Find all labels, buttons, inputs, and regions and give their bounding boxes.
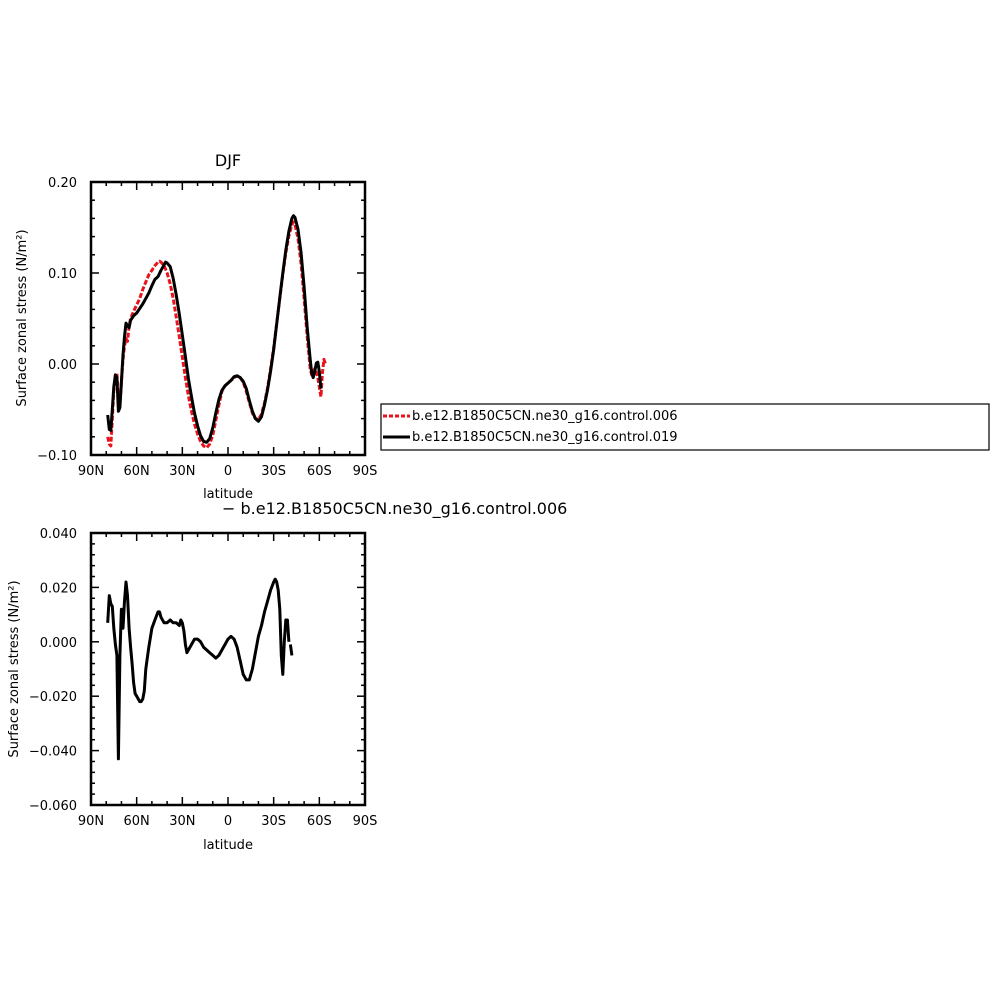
bottom-ytick-label: −0.060 bbox=[29, 799, 77, 814]
bottom-title: − b.e12.B1850C5CN.ne30_g16.control.006 bbox=[222, 499, 567, 519]
bottom-series-0-line bbox=[106, 577, 291, 761]
top-ytick-label: 0.00 bbox=[48, 358, 77, 373]
top-plot-area: 90N 60N 30N 0 30S 60S 90S −0.10 0.00 0.10 0.20 bbox=[37, 176, 377, 479]
top-ytick-label: 0.20 bbox=[48, 176, 77, 191]
legend-label-006: b.e12.B1850C5CN.ne30_g16.control.006 bbox=[412, 409, 678, 424]
bottom-panel: − b.e12.B1850C5CN.ne30_g16.control.006 9… bbox=[7, 499, 567, 853]
bottom-ytick-label: 0.020 bbox=[40, 581, 77, 596]
top-xtick-label: 90S bbox=[353, 464, 378, 479]
bottom-xtick-label: 90N bbox=[78, 814, 104, 829]
top-ytick-label: 0.10 bbox=[48, 267, 77, 282]
legend-box bbox=[380, 403, 990, 451]
bottom-xtick-label: 60N bbox=[124, 814, 150, 829]
top-series-1-line bbox=[106, 214, 323, 444]
top-title: DJF bbox=[215, 151, 241, 170]
top-xtick-label: 90N bbox=[78, 464, 104, 479]
bottom-xtick-label: 60S bbox=[307, 814, 332, 829]
bottom-xtick-label: 90S bbox=[353, 814, 378, 829]
top-ytick-label: −0.10 bbox=[37, 449, 77, 464]
legend-label-019: b.e12.B1850C5CN.ne30_g16.control.019 bbox=[412, 430, 678, 445]
bottom-ytick-label: 0.000 bbox=[40, 636, 77, 651]
top-xtick-label: 0 bbox=[224, 464, 232, 479]
bottom-xlabel: latitude bbox=[203, 838, 253, 853]
bottom-ytick-label: 0.040 bbox=[40, 527, 77, 542]
legend: b.e12.B1850C5CN.ne30_g16.control.006 b.e… bbox=[380, 403, 990, 451]
top-xtick-label: 30N bbox=[169, 464, 195, 479]
bottom-xtick-label: 30N bbox=[169, 814, 195, 829]
top-panel: DJF 90N 60N 30N 0 30S 60S 90S −0.10 0.00 0.10 0.20… bbox=[15, 151, 377, 502]
top-xlabel: latitude bbox=[203, 487, 253, 502]
top-xtick-label: 30S bbox=[261, 464, 286, 479]
top-xtick-label: 60S bbox=[307, 464, 332, 479]
bottom-ylabel: Surface zonal stress (N/m²) bbox=[7, 580, 22, 757]
bottom-xtick-label: 30S bbox=[261, 814, 286, 829]
bottom-series-0-trailing bbox=[288, 644, 294, 656]
bottom-ytick-label: −0.020 bbox=[29, 690, 77, 705]
bottom-plot-area: 90N 60N 30N 0 30S 60S 90S −0.060 −0.040 −0.020 0.0… bbox=[29, 527, 378, 829]
top-ylabel: Surface zonal stress (N/m²) bbox=[15, 229, 30, 406]
bottom-ytick-label: −0.040 bbox=[29, 745, 77, 760]
top-xtick-label: 60N bbox=[124, 464, 150, 479]
bottom-xtick-label: 0 bbox=[224, 814, 232, 829]
